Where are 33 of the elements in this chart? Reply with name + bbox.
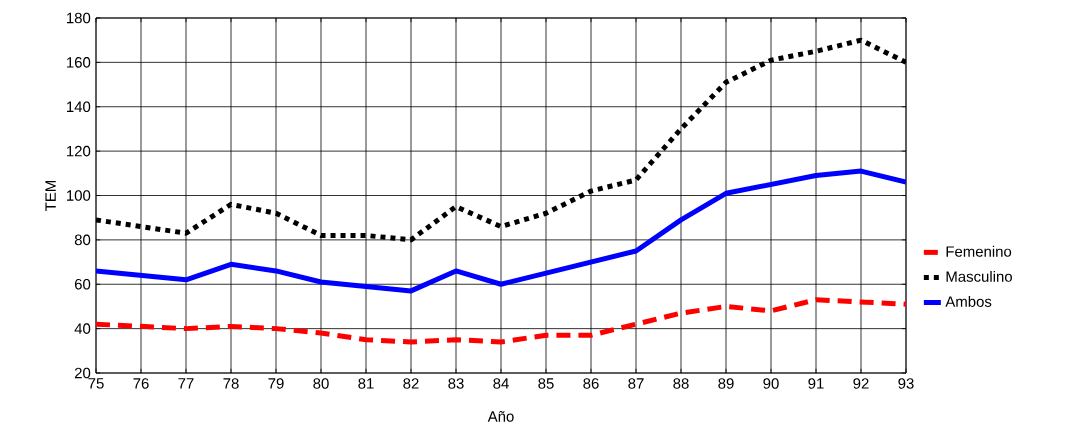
y-tick-label: 160 — [67, 57, 91, 68]
x-tick-label: 75 — [88, 378, 104, 389]
legend-label: Masculino — [946, 270, 1012, 282]
x-axis-title: Año — [487, 410, 514, 422]
y-tick-label: 40 — [74, 323, 91, 334]
x-tick-label: 77 — [178, 378, 194, 389]
y-tick-label: 180 — [67, 12, 91, 24]
y-tick-label: 120 — [67, 145, 91, 157]
x-tick-label: 91 — [808, 378, 824, 389]
y-tick-label: 60 — [74, 278, 91, 290]
x-tick-label: 78 — [223, 378, 239, 389]
x-tick-label: 79 — [268, 378, 284, 389]
y-tick-label: 100 — [67, 190, 91, 201]
x-tick-label: 87 — [628, 378, 644, 389]
x-tick-label: 80 — [313, 378, 329, 389]
x-tick-label: 92 — [853, 378, 869, 389]
x-tick-label: 93 — [898, 378, 914, 389]
y-tick-label: 140 — [67, 101, 91, 113]
x-tick-label: 85 — [538, 378, 554, 389]
x-tick-label: 86 — [583, 378, 599, 389]
x-tick-label: 84 — [493, 378, 509, 389]
x-tick-label: 81 — [358, 378, 374, 389]
x-tick-label: 89 — [718, 378, 734, 389]
y-tick-label: 20 — [74, 367, 91, 379]
x-tick-label: 76 — [133, 378, 149, 389]
x-tick-label: 83 — [448, 378, 464, 389]
x-tick-label: 82 — [403, 378, 419, 389]
x-tick-label: 90 — [763, 378, 779, 389]
x-tick-label: 88 — [673, 378, 689, 389]
y-axis-title: TEM — [45, 180, 56, 211]
legend-label: Ambos — [945, 295, 992, 307]
y-tick-label: 80 — [74, 234, 91, 246]
legend-label: Femenino — [946, 245, 1012, 257]
